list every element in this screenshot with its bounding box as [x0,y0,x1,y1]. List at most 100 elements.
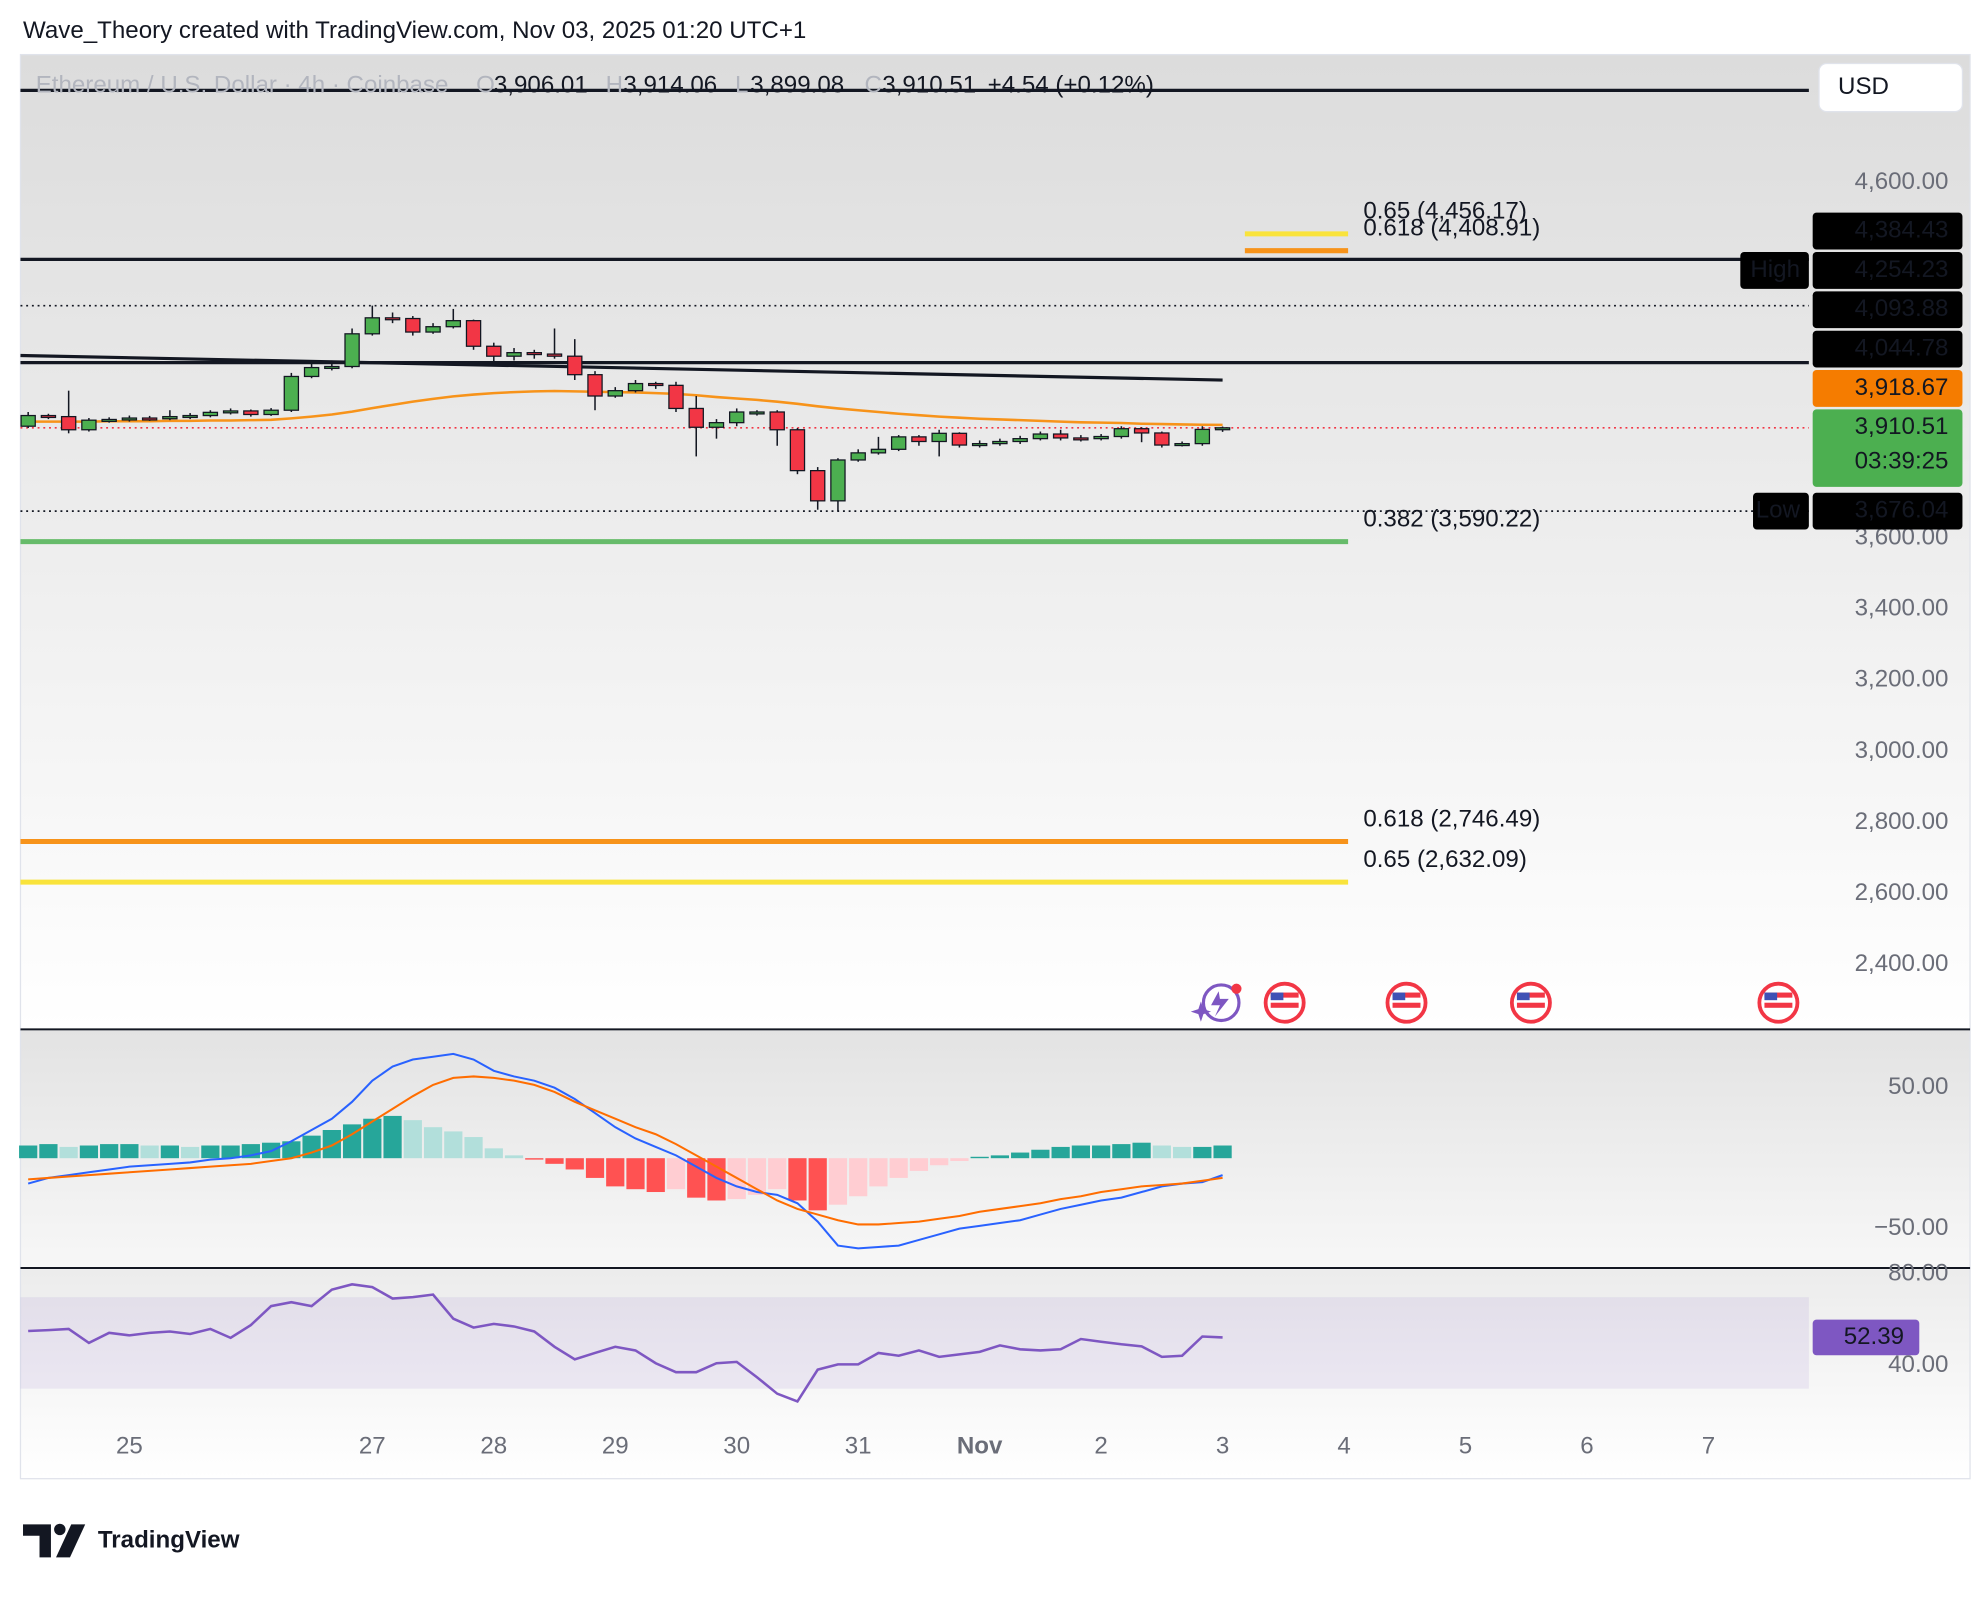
candle-body [283,375,300,411]
chart-frame [19,53,1971,1480]
candle-body [1052,433,1069,439]
histogram-bar [1071,1145,1090,1159]
histogram-bar [808,1158,827,1211]
histogram-bar [768,1158,787,1190]
histogram-bar [120,1144,139,1159]
histogram-bar [39,1144,58,1159]
candle-body [344,333,360,368]
y-tick-label: 2,400.00 [1855,950,1949,977]
x-tick-label: 3 [1216,1432,1229,1459]
candle-body [830,459,846,502]
y-tick-label: 2,800.00 [1855,808,1949,835]
x-tick-label: 29 [602,1432,629,1459]
event-icon[interactable] [1190,983,1242,1023]
y-tick-label: 50.00 [1888,1073,1948,1100]
fib-label: 0.618 (2,746.49) [1363,805,1540,832]
candle-body [729,411,745,424]
x-tick-label: 27 [359,1432,386,1459]
fib-label: 0.65 (2,632.09) [1363,846,1527,873]
y-tick-label: 4,600.00 [1855,168,1949,195]
histogram-bar [282,1141,301,1159]
histogram-bar [646,1158,665,1193]
histogram-bar [849,1158,868,1197]
candle-body [1073,437,1089,441]
event-icons [1190,981,1800,1024]
candle-body [1133,428,1150,434]
price-label-box [1812,370,1963,407]
price-label: 4,384.43 [1855,216,1949,243]
candle-body [222,410,239,414]
event-icon[interactable] [1509,981,1552,1024]
event-icon[interactable] [1385,981,1428,1024]
price-tag: High [1750,256,1800,283]
candle-body [384,317,401,321]
price-label-box [1812,409,1963,487]
candle-body [445,320,462,328]
histogram-bar [1051,1146,1070,1159]
histogram-bar [950,1158,969,1162]
ohlc-key: O [476,72,495,99]
candle-body [789,429,806,472]
ohlc-value: 3,910.51 [882,72,976,99]
candle-body [911,436,927,443]
candle-body [1174,442,1190,447]
histogram-bar [909,1158,929,1171]
histogram-bar [1152,1145,1171,1159]
candle-body [1154,432,1170,446]
ohlc-key: C [865,72,882,99]
ohlc-value: 3,914.06 [623,72,717,99]
price-label-box [1812,212,1963,250]
fib-label: 0.618 (4,408.91) [1363,214,1540,241]
x-tick-label: 2 [1094,1432,1107,1459]
candle-body [202,411,219,417]
candle-body [708,422,725,428]
brand-name: TradingView [98,1526,240,1553]
x-tick-label: 6 [1580,1432,1593,1459]
event-icon[interactable] [1263,981,1306,1024]
histogram-bar [1213,1145,1232,1159]
histogram-bar [100,1144,119,1159]
candle-body [648,382,664,387]
histogram-bar [545,1158,564,1164]
candle-body [162,415,178,420]
candle-body [303,366,320,378]
price-tag: Low [1756,497,1801,524]
histogram-bar [1193,1146,1212,1159]
currency-button[interactable] [1818,62,1964,113]
histogram-bar [828,1158,848,1205]
event-icon[interactable] [1757,981,1800,1024]
histogram-bar [525,1158,544,1160]
candle-body [890,436,907,450]
indicator-line [28,1075,1223,1226]
histogram-bar [788,1158,807,1201]
candle-body [1113,428,1130,438]
histogram-bar [889,1158,908,1178]
histogram-bar [869,1158,888,1187]
histogram-bar [19,1145,38,1159]
histogram-bar [1112,1144,1131,1159]
candle-body [587,374,603,397]
histogram-bar [970,1156,989,1159]
price-label-box [1812,492,1963,530]
histogram-bar [1031,1149,1050,1159]
histogram-bar [666,1158,686,1190]
price-label: 4,254.23 [1855,256,1949,283]
currency[interactable]: USD [1838,73,1889,100]
price-tag-box [1740,252,1809,289]
indicator-line [28,1283,1223,1403]
ohlc-value: 3,906.01 [494,72,588,99]
histogram-bar [1172,1146,1192,1159]
histogram-bar [383,1115,402,1159]
candle-body [870,448,887,454]
candle-body [121,417,138,421]
price-label: 3,676.04 [1855,497,1949,524]
attribution: Wave_Theory created with TradingView.com… [23,17,806,44]
histogram-bar [565,1158,584,1170]
plot-area: 2,400.00 2,600.00 2,800.00 3,000.00 3,200.00… [19,88,1963,1459]
last-value: 52.39 [1844,1323,1904,1350]
x-tick-label: 31 [845,1432,872,1459]
candle-body [243,410,259,416]
candle-body [607,390,623,397]
